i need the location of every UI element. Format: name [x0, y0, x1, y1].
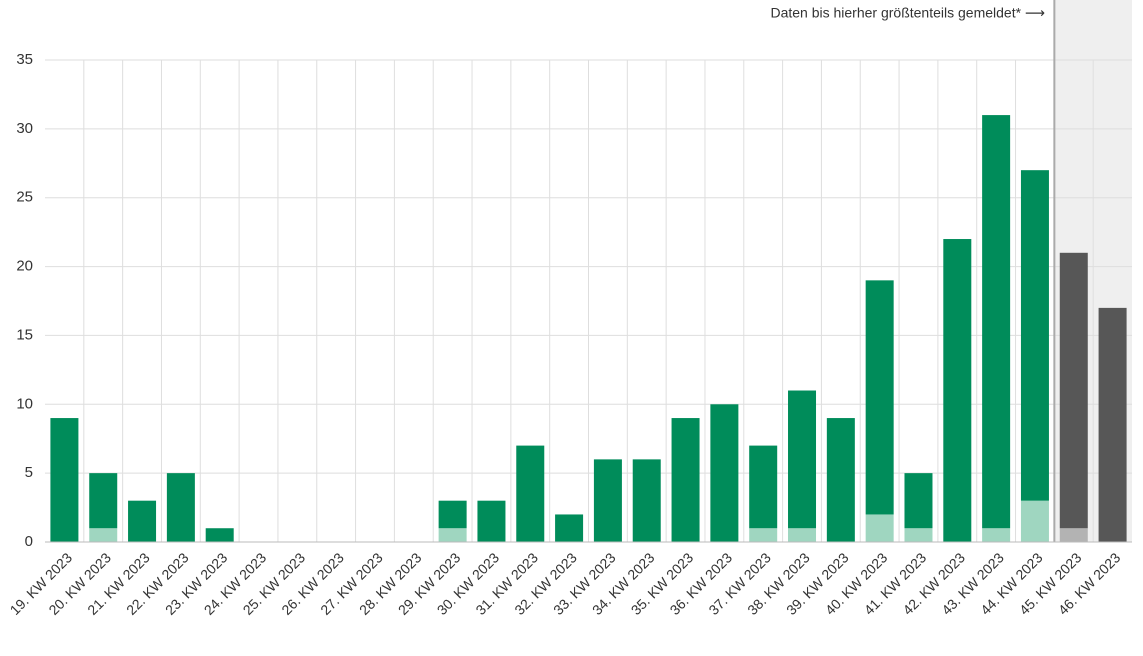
bar-segment	[826, 418, 855, 542]
bar-segment	[749, 445, 778, 529]
bar-segment	[1020, 500, 1049, 542]
bar-segment	[1059, 252, 1088, 529]
bar-segment	[128, 500, 157, 542]
bar-segment	[516, 445, 545, 542]
bar-segment	[671, 418, 700, 542]
bar-segment	[166, 473, 195, 542]
bar-segment	[477, 500, 506, 542]
y-tick-label: 15	[16, 326, 33, 343]
y-tick-label: 30	[16, 120, 33, 137]
bar-segment	[438, 500, 467, 529]
bar-segment	[904, 528, 933, 542]
y-tick-label: 0	[25, 533, 33, 550]
annotation: Daten bis hierher größtenteils gemeldet*…	[770, 5, 1045, 21]
bar-segment	[788, 528, 817, 542]
y-tick-label: 25	[16, 189, 33, 206]
y-tick-label: 10	[16, 395, 33, 412]
bar-segment	[438, 528, 467, 542]
bar-segment	[1059, 528, 1088, 542]
bar-segment	[205, 528, 234, 542]
y-tick-label: 5	[25, 464, 33, 481]
bar-segment	[788, 390, 817, 529]
bar-segment	[749, 528, 778, 542]
bar-segment	[710, 404, 739, 542]
bar-segment	[982, 115, 1011, 529]
bar-segment	[89, 528, 118, 542]
bar-segment	[593, 459, 622, 542]
bar-segment	[904, 473, 933, 529]
bar-segment	[943, 239, 972, 542]
bar-segment	[89, 473, 118, 529]
bar-segment	[50, 418, 79, 542]
y-tick-label: 35	[16, 51, 33, 68]
y-tick-label: 20	[16, 258, 33, 275]
bar-segment	[865, 280, 894, 515]
bar-segment	[982, 528, 1011, 542]
bar-segment	[1098, 307, 1127, 542]
bar-segment	[1020, 170, 1049, 501]
bar-segment	[632, 459, 661, 542]
bar-segment	[865, 514, 894, 542]
bar-segment	[555, 514, 584, 542]
